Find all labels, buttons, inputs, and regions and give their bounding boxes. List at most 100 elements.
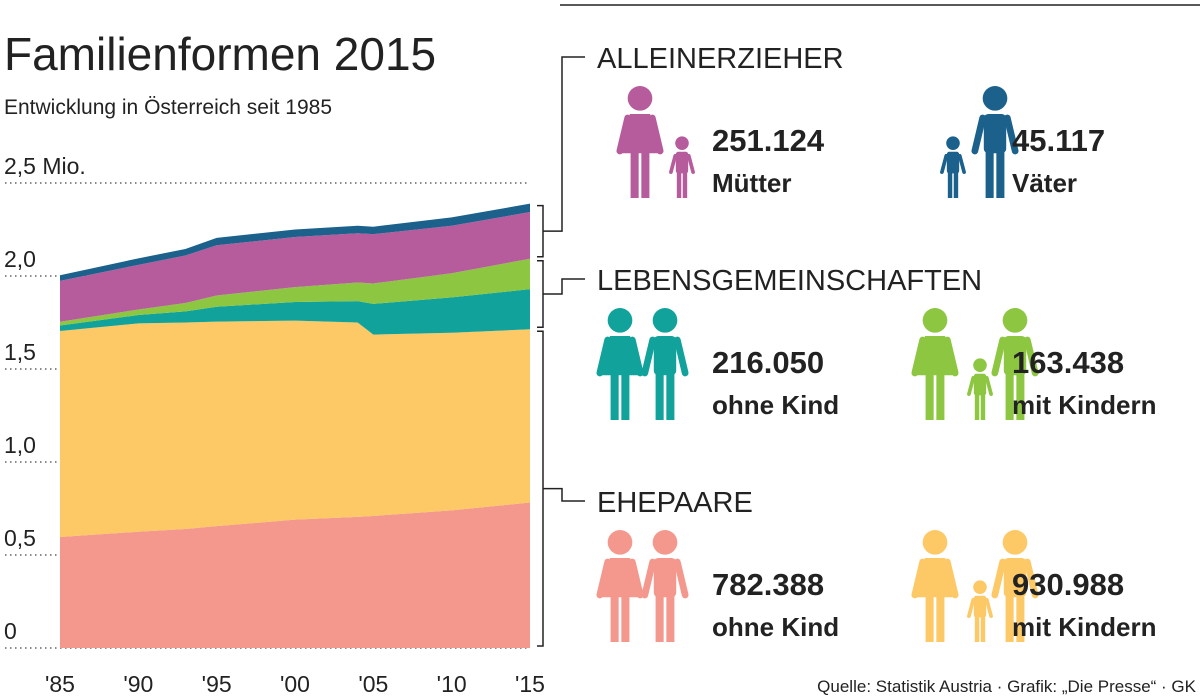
x-tick-label: '15 [515, 671, 545, 697]
bracket [537, 259, 585, 329]
icon-leg [610, 372, 619, 420]
icon-leg [676, 172, 682, 198]
icon-leg [980, 394, 986, 420]
chart-subtitle: Entwicklung in Österreich seit 1985 [4, 96, 332, 119]
icon-leg [985, 150, 994, 198]
group-title: EHEPAARE [597, 487, 753, 519]
icon-arm [641, 558, 657, 599]
icon-head [973, 580, 987, 594]
icon-arm [991, 558, 1007, 599]
icon-arm [991, 336, 1007, 377]
icon-leg [682, 172, 688, 198]
bracket [537, 56, 585, 258]
icon-leg [1005, 372, 1014, 420]
y-tick-label: 0 [4, 618, 17, 644]
x-tick-label: '00 [280, 671, 310, 697]
icon [596, 308, 689, 420]
icon-leg [974, 394, 980, 420]
icon-head [946, 136, 960, 150]
icon-leg [621, 372, 630, 420]
icon-leg [953, 172, 959, 198]
icon-head [675, 136, 689, 150]
icon-body [917, 336, 953, 376]
series-label: Väter [1012, 168, 1077, 198]
source: Quelle: Statistik Austria · Grafik: „Die… [817, 677, 1196, 696]
icon-arm [628, 336, 644, 377]
icon-leg [641, 150, 650, 198]
y-tick-label: 1,5 [4, 339, 36, 365]
x-tick-label: '85 [45, 671, 75, 697]
icon [911, 308, 1039, 420]
value-label: 163.438 [1012, 345, 1124, 380]
chart-title: Familienformen 2015 [4, 28, 436, 80]
area [60, 203, 530, 281]
icon-leg [666, 594, 675, 642]
icon-head [973, 358, 987, 372]
icon-body [983, 114, 1007, 154]
icon-leg [1016, 594, 1025, 642]
value-label: 782.388 [712, 567, 824, 602]
icon-head [982, 86, 1008, 111]
icon-arm [967, 597, 976, 618]
area [60, 289, 530, 335]
icon-leg [980, 616, 986, 642]
icon-arm [1003, 114, 1019, 155]
icon-leg [655, 372, 664, 420]
icon-body [602, 336, 638, 376]
area [60, 502, 530, 648]
bracket [537, 330, 585, 647]
icon-leg [630, 150, 639, 198]
icon-arm [616, 114, 632, 155]
x-tick-label: '05 [358, 671, 388, 697]
icon-arm [673, 336, 689, 377]
x-tick-label: '95 [202, 671, 232, 697]
icon-arm [669, 153, 678, 174]
value-label: 930.988 [1012, 567, 1124, 602]
icon-leg [610, 594, 619, 642]
icon-leg [925, 594, 934, 642]
icon-leg [936, 372, 945, 420]
series-label: ohne Kind [712, 612, 839, 642]
icon-body [622, 114, 658, 154]
icon-leg [1005, 594, 1014, 642]
icon [940, 86, 1019, 198]
icon-arm [648, 114, 664, 155]
value-label: 251.124 [712, 123, 825, 158]
icon-arm [641, 336, 657, 377]
value-label: 45.117 [1012, 123, 1105, 158]
icon-arm [911, 336, 927, 377]
icon-head [652, 530, 678, 555]
icon-arm [1023, 336, 1039, 377]
y-tick-label: 1,0 [4, 432, 36, 458]
value-label: 216.050 [712, 345, 824, 380]
icon-head [627, 86, 653, 111]
area [60, 258, 530, 326]
icon-arm [984, 597, 993, 618]
icon-leg [974, 616, 980, 642]
series-label: ohne Kind [712, 390, 839, 420]
series-label: Mütter [712, 168, 791, 198]
y-tick-label: 2,0 [4, 246, 36, 272]
icon-leg [666, 372, 675, 420]
y-tick-label: 0,5 [4, 525, 36, 551]
icon-body [653, 336, 677, 376]
y-tick-label: 2,5 Mio. [4, 153, 86, 179]
icon-leg [947, 172, 953, 198]
icon-body [675, 151, 689, 174]
series-label: mit Kindern [1012, 612, 1156, 642]
icon-arm [971, 114, 987, 155]
icon-body [1003, 336, 1027, 376]
icon-arm [596, 336, 612, 377]
icon-leg [996, 150, 1005, 198]
icon-body [973, 595, 987, 618]
icon-body [973, 373, 987, 396]
group-title: LEBENSGEMEINSCHAFTEN [597, 265, 982, 297]
icon-head [652, 308, 678, 333]
icon-arm [957, 153, 966, 174]
icon-arm [967, 375, 976, 396]
icon-head [922, 308, 948, 333]
icon-body [602, 558, 638, 598]
icon [596, 530, 689, 642]
